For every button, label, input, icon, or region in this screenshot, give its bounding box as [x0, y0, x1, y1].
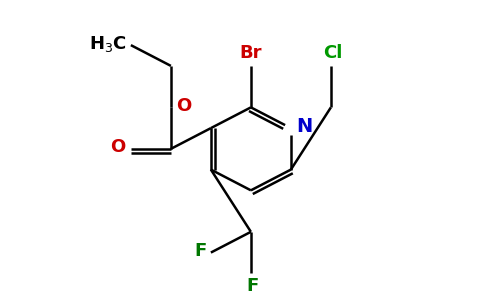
Text: H$_3$C: H$_3$C: [89, 34, 126, 54]
Text: Br: Br: [240, 44, 262, 62]
Text: O: O: [176, 97, 192, 115]
Text: Cl: Cl: [323, 44, 342, 62]
Text: F: F: [246, 277, 258, 295]
Text: N: N: [296, 117, 313, 136]
Text: F: F: [194, 242, 207, 260]
Text: O: O: [110, 138, 125, 156]
